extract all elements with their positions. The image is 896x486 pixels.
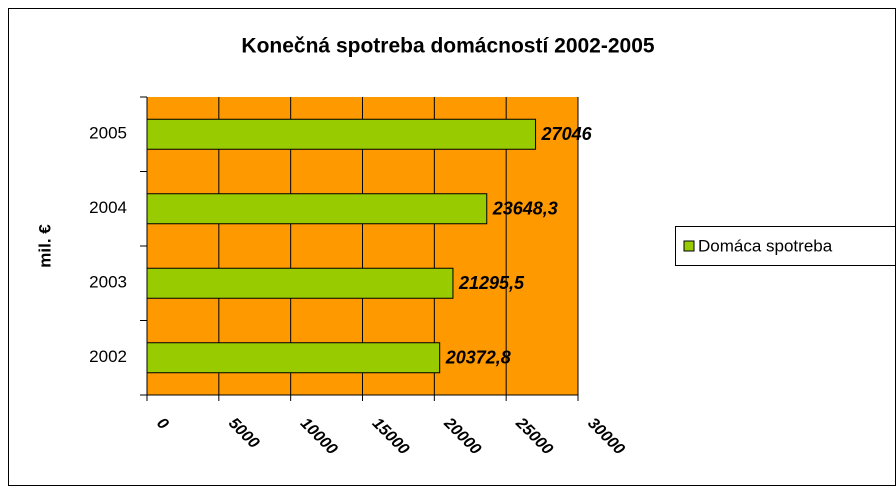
data-label: 27046 xyxy=(541,124,593,144)
legend-label: Domáca spotreba xyxy=(698,236,833,255)
bar xyxy=(146,193,488,225)
y-tick-label: 2004 xyxy=(89,198,127,217)
bar xyxy=(146,342,441,374)
legend-box xyxy=(675,226,896,266)
bar xyxy=(146,118,537,150)
y-axis-label: mil. € xyxy=(35,224,54,268)
y-tick-label: 2002 xyxy=(89,347,127,366)
chart-title: Konečná spotreba domácností 2002-2005 xyxy=(241,35,654,58)
legend-swatch xyxy=(683,240,695,252)
bar xyxy=(146,267,454,299)
data-label: 20372,8 xyxy=(445,348,511,368)
y-tick-label: 2005 xyxy=(89,124,127,143)
data-label: 21295,5 xyxy=(458,273,525,293)
data-label: 23648,3 xyxy=(492,199,558,219)
y-tick-label: 2003 xyxy=(89,273,127,292)
